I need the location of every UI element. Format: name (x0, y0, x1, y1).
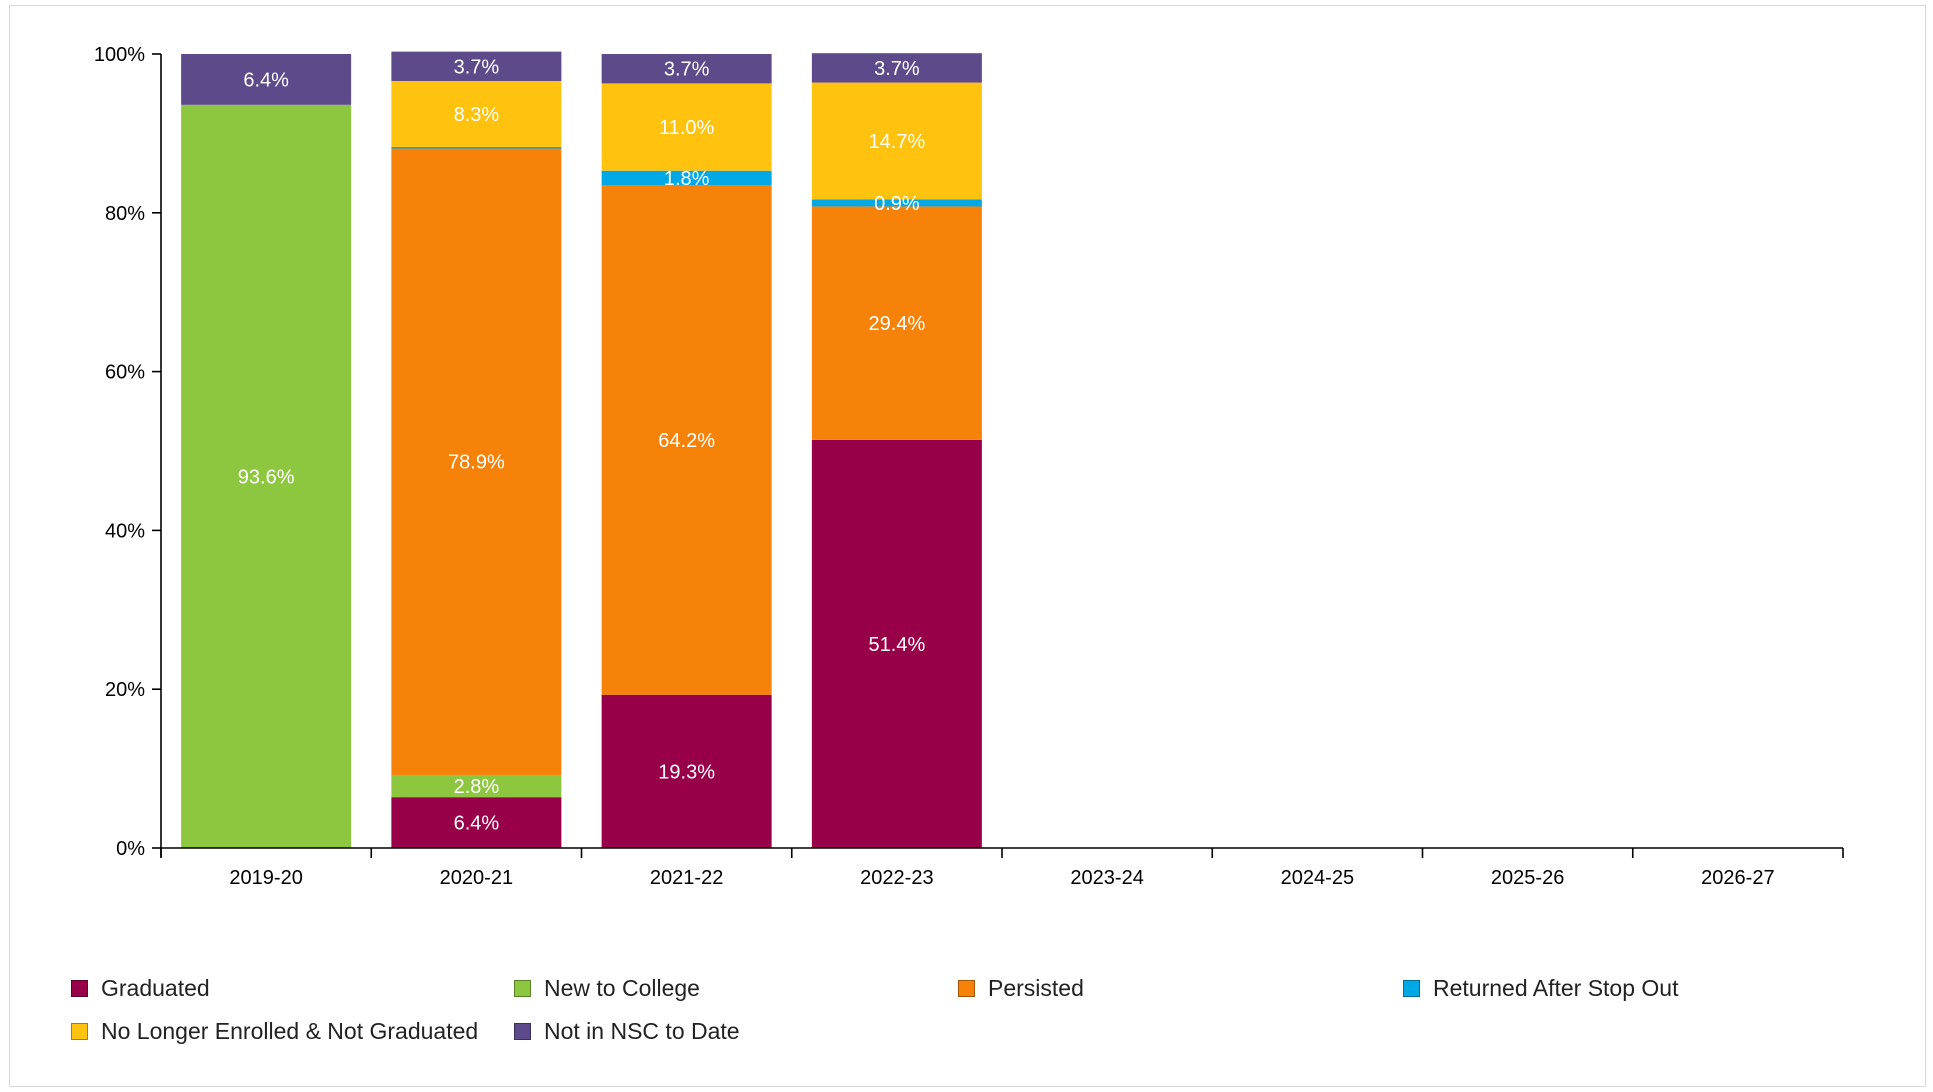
bar-graduated-2022-23 (811, 439, 982, 848)
data-label: 78.9% (448, 452, 505, 474)
axes-group: 0% 20% 40% 60% 80% 100% 2019-20 2020-21 2021-22 2… (94, 44, 1844, 889)
data-label: 2.8% (454, 776, 500, 798)
bars-group (181, 51, 982, 849)
data-label: 51.4% (869, 634, 926, 656)
data-label: 14.7% (869, 131, 926, 153)
data-label: 3.7% (874, 58, 920, 80)
legend-swatch-not-in-nsc (514, 1023, 531, 1040)
legend-item-not-in-nsc[interactable]: Not in NSC to Date (514, 1018, 740, 1045)
legend-label-returned-after-stop-out: Returned After Stop Out (1433, 975, 1679, 1001)
x-tick-label: 2026-27 (1701, 867, 1774, 889)
bar-no-longer-enrolled-not-graduated-2020-21 (391, 80, 562, 147)
legend-label-not-in-nsc: Not in NSC to Date (544, 1018, 740, 1044)
bar-returned-after-stop-out-2022-23 (811, 199, 982, 207)
data-label: 64.2% (658, 430, 715, 452)
bar-persisted-2020-21 (391, 148, 562, 775)
legend-label-graduated: Graduated (101, 975, 210, 1001)
data-label: 3.7% (454, 56, 500, 78)
bar-no-longer-enrolled-not-graduated-2021-22 (601, 83, 772, 171)
data-label: 0.9% (874, 193, 920, 215)
bar-returned-after-stop-out-2021-22 (601, 170, 772, 186)
legend-swatch-returned-after-stop-out (1403, 980, 1420, 997)
x-tick-label: 2019-20 (229, 867, 302, 889)
legend-swatch-new-to-college (514, 980, 531, 997)
bar-returned-after-stop-out-2020-21 (391, 146, 562, 149)
data-label: 3.7% (664, 59, 710, 81)
bar-no-longer-enrolled-not-graduated-2022-23 (811, 82, 982, 200)
legend-label-persisted: Persisted (988, 975, 1084, 1001)
bar-not-in-nsc-to-date-2022-23 (811, 53, 982, 83)
y-tick-label: 0% (116, 838, 145, 860)
x-tick-label: 2022-23 (860, 867, 933, 889)
data-labels-group: 93.6% 6.4% 6.4% 2.8% 78.9% 8.3% 3.7% 19.3% 64.2%… (238, 56, 926, 834)
x-tick-label: 2021-22 (650, 867, 723, 889)
legend-item-no-longer-enrolled[interactable]: No Longer Enrolled & Not Graduated (71, 1018, 478, 1045)
bar-graduated-2020-21 (391, 797, 562, 848)
x-tick-label: 2020-21 (440, 867, 513, 889)
y-tick-label: 20% (105, 679, 145, 701)
y-tick-label: 80% (105, 203, 145, 225)
legend-swatch-graduated (71, 980, 88, 997)
data-label: 93.6% (238, 466, 295, 488)
legend-item-persisted[interactable]: Persisted (958, 975, 1084, 1002)
bar-not-in-nsc-to-date-2021-22 (601, 54, 772, 84)
x-tick-label: 2023-24 (1070, 867, 1143, 889)
data-label: 8.3% (454, 104, 500, 126)
legend-swatch-persisted (958, 980, 975, 997)
bar-new-to-college-2019-20 (181, 104, 352, 849)
bar-persisted-2022-23 (811, 206, 982, 440)
bar-not-in-nsc-to-date-2019-20 (181, 54, 352, 105)
legend-label-no-longer-enrolled: No Longer Enrolled & Not Graduated (101, 1018, 479, 1044)
data-label: 6.4% (454, 813, 500, 835)
legend-item-graduated[interactable]: Graduated (71, 975, 210, 1002)
data-label: 19.3% (658, 761, 715, 783)
x-tick-label: 2024-25 (1281, 867, 1354, 889)
data-label: 29.4% (869, 313, 926, 335)
y-tick-label: 40% (105, 520, 145, 542)
y-tick-label: 60% (105, 362, 145, 384)
legend-label-new-to-college: New to College (544, 975, 700, 1001)
bar-persisted-2021-22 (601, 185, 772, 695)
legend-swatch-no-longer-enrolled (71, 1023, 88, 1040)
x-tick-label: 2025-26 (1491, 867, 1564, 889)
legend-item-new-to-college[interactable]: New to College (514, 975, 700, 1002)
data-label: 1.8% (664, 168, 710, 190)
bar-graduated-2021-22 (601, 694, 772, 848)
data-label: 11.0% (659, 117, 714, 139)
legend-item-returned-after-stop-out[interactable]: Returned After Stop Out (1403, 975, 1678, 1002)
y-tick-label: 100% (94, 44, 145, 66)
bar-not-in-nsc-to-date-2020-21 (391, 51, 562, 81)
data-label: 6.4% (243, 69, 289, 91)
bar-new-to-college-2020-21 (391, 774, 562, 798)
